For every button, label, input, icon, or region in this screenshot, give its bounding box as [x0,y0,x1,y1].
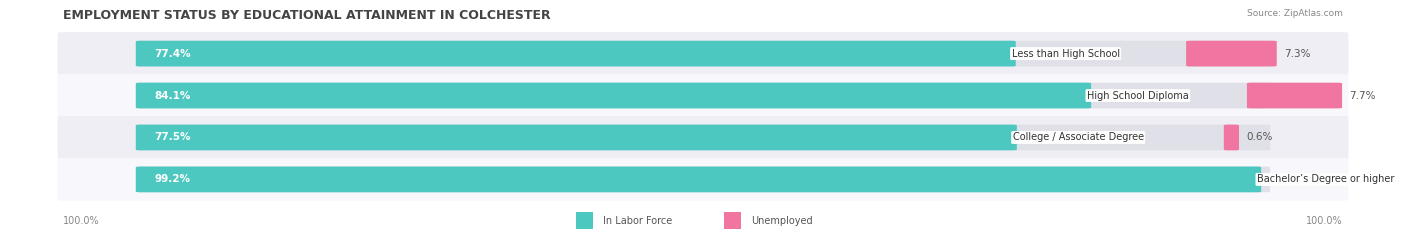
FancyBboxPatch shape [136,41,1015,66]
Text: 7.3%: 7.3% [1284,49,1310,58]
Text: 99.2%: 99.2% [155,175,190,184]
FancyBboxPatch shape [136,83,1270,108]
FancyBboxPatch shape [724,212,741,229]
FancyBboxPatch shape [136,125,1270,150]
Text: In Labor Force: In Labor Force [603,216,672,226]
FancyBboxPatch shape [576,212,593,229]
Text: 77.4%: 77.4% [155,49,191,58]
FancyBboxPatch shape [136,167,1270,192]
Text: Unemployed: Unemployed [751,216,813,226]
Text: EMPLOYMENT STATUS BY EDUCATIONAL ATTAINMENT IN COLCHESTER: EMPLOYMENT STATUS BY EDUCATIONAL ATTAINM… [63,9,551,22]
FancyBboxPatch shape [58,158,1348,201]
FancyBboxPatch shape [136,167,1261,192]
Text: 7.7%: 7.7% [1350,91,1375,100]
FancyBboxPatch shape [136,125,1017,150]
Text: High School Diploma: High School Diploma [1087,91,1188,100]
Text: Source: ZipAtlas.com: Source: ZipAtlas.com [1247,9,1343,18]
Text: 100.0%: 100.0% [1306,216,1343,226]
FancyBboxPatch shape [58,116,1348,159]
Text: 0.6%: 0.6% [1246,133,1272,142]
FancyBboxPatch shape [1187,41,1277,66]
FancyBboxPatch shape [1223,125,1239,150]
Text: Less than High School: Less than High School [1011,49,1119,58]
FancyBboxPatch shape [136,41,1270,66]
FancyBboxPatch shape [136,83,1091,108]
FancyBboxPatch shape [58,32,1348,75]
Text: College / Associate Degree: College / Associate Degree [1012,133,1143,142]
Text: Bachelor’s Degree or higher: Bachelor’s Degree or higher [1257,175,1395,184]
FancyBboxPatch shape [58,74,1348,117]
Text: 100.0%: 100.0% [63,216,100,226]
FancyBboxPatch shape [1247,83,1343,108]
Text: 77.5%: 77.5% [155,133,191,142]
Text: 84.1%: 84.1% [155,91,190,100]
